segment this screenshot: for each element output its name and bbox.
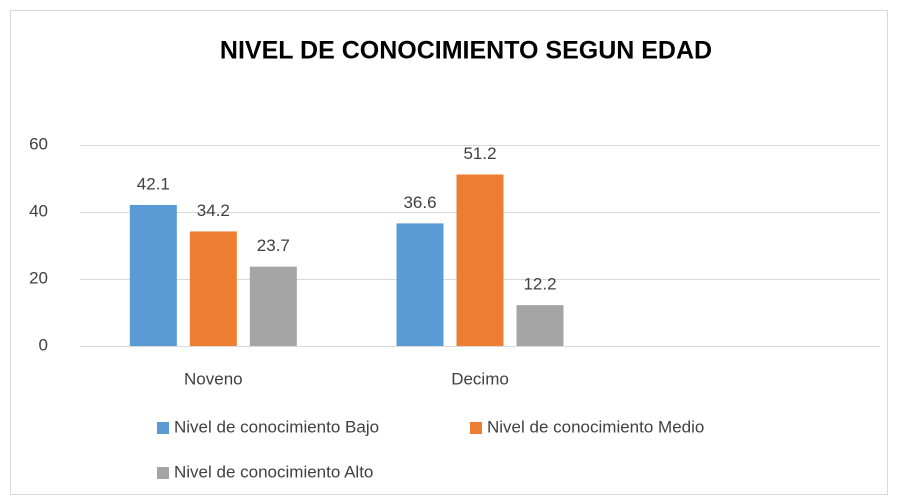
legend-swatch <box>157 422 169 434</box>
bar <box>249 266 297 346</box>
bar <box>516 305 564 346</box>
legend-label: Nivel de conocimiento Alto <box>174 462 373 481</box>
y-tick-label: 60 <box>29 134 48 153</box>
y-tick-label: 0 <box>39 335 48 354</box>
bar <box>396 223 444 346</box>
data-label: 36.6 <box>403 193 436 212</box>
data-label: 34.2 <box>197 201 230 220</box>
x-tick-label: Decimo <box>451 369 509 388</box>
bar <box>456 174 504 346</box>
x-tick-label: Noveno <box>184 369 243 388</box>
legend-swatch <box>470 422 482 434</box>
chart-title: NIVEL DE CONOCIMIENTO SEGUN EDAD <box>220 37 712 65</box>
data-label: 42.1 <box>137 174 170 193</box>
data-label: 51.2 <box>463 144 496 163</box>
data-label: 12.2 <box>523 275 556 294</box>
data-label: 23.7 <box>257 236 290 255</box>
y-tick-label: 40 <box>29 201 48 220</box>
legend-label: Nivel de conocimiento Medio <box>487 417 704 436</box>
y-tick-label: 20 <box>29 268 48 287</box>
legend-label: Nivel de conocimiento Bajo <box>174 417 379 436</box>
bar <box>129 204 177 346</box>
bar <box>189 231 237 346</box>
legend-swatch <box>157 467 169 479</box>
